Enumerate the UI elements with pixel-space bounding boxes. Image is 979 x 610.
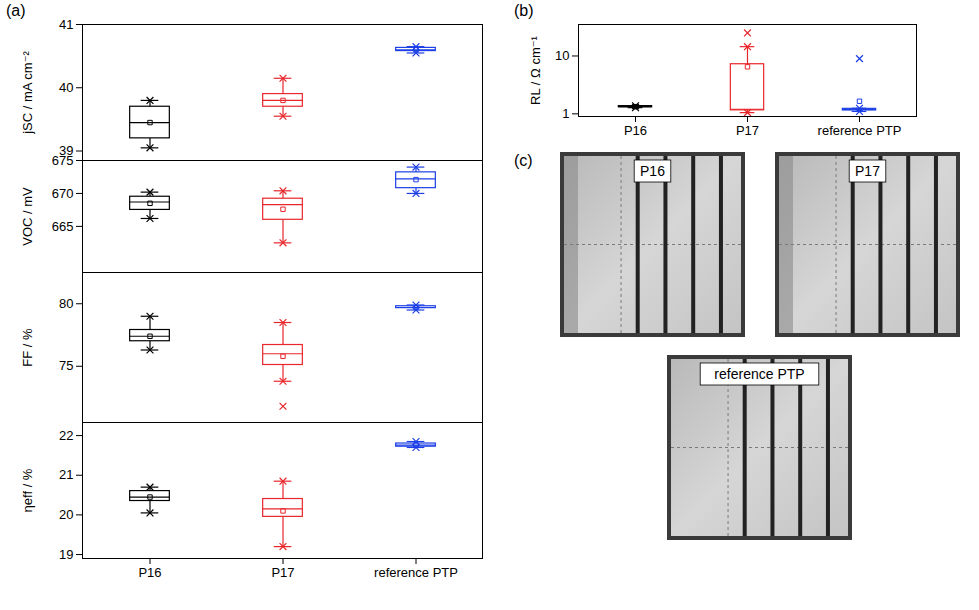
html-text:(a): (a) — [6, 2, 26, 19]
svg-text:reference PTP: reference PTP — [374, 565, 458, 580]
svg-text:FF / %: FF / % — [20, 328, 35, 367]
svg-text:19: 19 — [59, 547, 73, 562]
svg-text:10: 10 — [555, 48, 569, 63]
svg-text:P16: P16 — [624, 123, 647, 138]
svg-text:22: 22 — [59, 428, 73, 443]
svg-text:reference PTP: reference PTP — [818, 123, 902, 138]
html-text:(b): (b) — [514, 2, 534, 19]
svg-text:RL / Ω cm⁻¹: RL / Ω cm⁻¹ — [528, 35, 543, 104]
svg-text:P16: P16 — [138, 565, 161, 580]
svg-text:P17: P17 — [271, 565, 294, 580]
svg-text:P16: P16 — [640, 163, 665, 179]
svg-text:41: 41 — [59, 17, 73, 32]
svg-text:665: 665 — [52, 219, 74, 234]
svg-text:VOC / mV: VOC / mV — [20, 187, 35, 246]
svg-text:39: 39 — [59, 143, 74, 159]
svg-text:P17: P17 — [855, 163, 880, 179]
svg-text:670: 670 — [52, 186, 74, 201]
svg-text:40: 40 — [59, 80, 73, 95]
svg-text:P17: P17 — [736, 123, 759, 138]
svg-text:reference PTP: reference PTP — [714, 366, 804, 382]
svg-text:1: 1 — [562, 106, 569, 121]
html-text:(c): (c) — [514, 152, 533, 169]
svg-text:jSC / mA cm⁻²: jSC / mA cm⁻² — [20, 50, 35, 134]
svg-text:80: 80 — [59, 296, 73, 311]
svg-text:ηeff / %: ηeff / % — [20, 468, 35, 512]
svg-text:20: 20 — [59, 507, 73, 522]
svg-text:675: 675 — [52, 153, 74, 168]
svg-text:75: 75 — [59, 358, 73, 373]
svg-text:21: 21 — [59, 467, 73, 482]
